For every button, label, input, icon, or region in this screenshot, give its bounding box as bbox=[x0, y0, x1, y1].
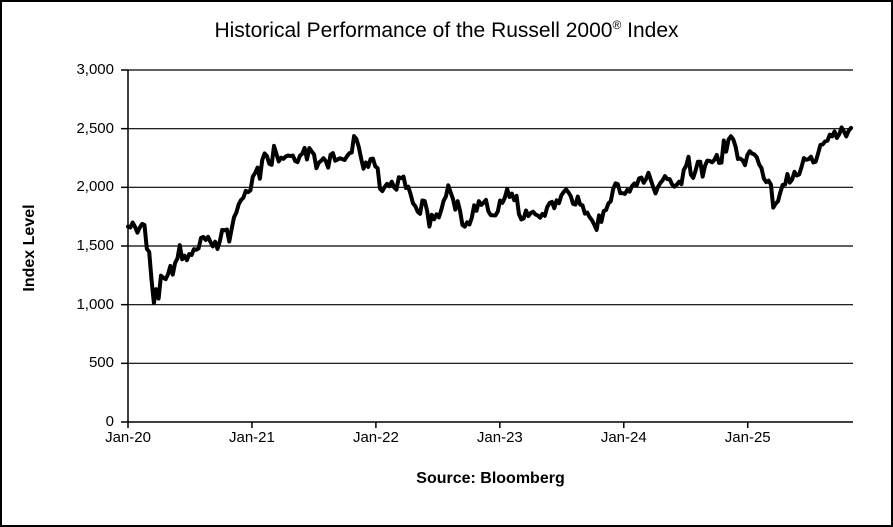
chart-title-text: Historical Performance of the Russell 20… bbox=[214, 19, 613, 42]
chart-title: Historical Performance of the Russell 20… bbox=[0, 19, 893, 43]
registered-trademark-symbol: ® bbox=[612, 18, 622, 32]
source-caption: Source: Bloomberg bbox=[416, 470, 565, 487]
chart-title-suffix: Index bbox=[621, 19, 679, 42]
index-level-line bbox=[126, 125, 853, 306]
